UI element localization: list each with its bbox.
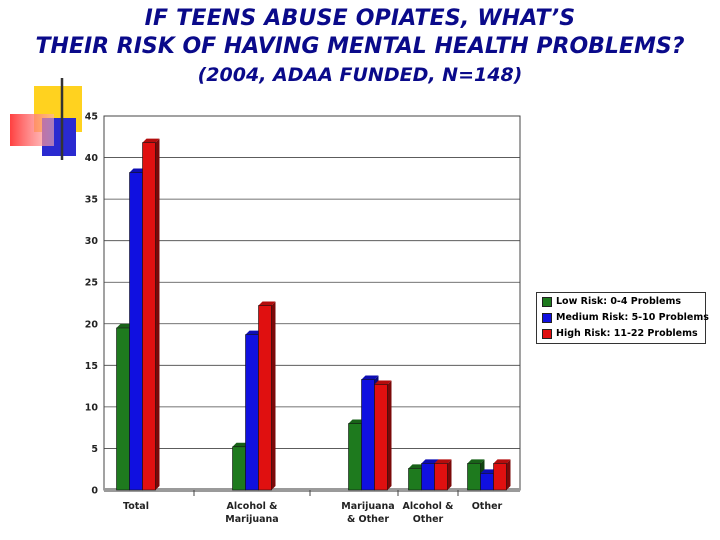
bar-top (467, 459, 485, 464)
y-tick-label: 10 (85, 402, 99, 413)
x-category-label: Marijuana (225, 514, 278, 525)
bar-top (493, 459, 511, 464)
legend-label-low: Low Risk: 0-4 Problems (556, 296, 682, 307)
bar (467, 463, 481, 491)
bar-top (142, 138, 160, 143)
bar-side (447, 459, 452, 490)
bar-top (361, 375, 379, 380)
x-category-label: Alcohol & (403, 501, 454, 512)
bar-top (374, 380, 392, 385)
legend-label-medium: Medium Risk: 5-10 Problems (556, 312, 709, 323)
bar (245, 334, 259, 491)
bar-top (434, 459, 452, 464)
legend-swatch-low (542, 296, 552, 307)
x-category-label: Other (413, 514, 444, 525)
bar (374, 384, 388, 491)
deco-red-square (10, 114, 54, 146)
y-tick-label: 45 (85, 112, 98, 123)
slide-title-line-1: IF TEENS ABUSE OPIATES, WHAT’S (144, 6, 576, 31)
legend-item-medium: Medium Risk: 5-10 Problems (542, 311, 709, 325)
bar-side (387, 380, 392, 490)
bar (480, 473, 494, 491)
y-tick-label: 15 (85, 361, 98, 372)
x-category-label: Total (123, 501, 149, 512)
chart-legend: Low Risk: 0-4 Problems Medium Risk: 5-10… (536, 292, 709, 344)
bar (142, 142, 156, 491)
slide-subtitle: (2004, ADAA FUNDED, N=148) (197, 64, 523, 86)
x-category-label: & Other (347, 514, 389, 525)
bar-side (155, 138, 160, 490)
bar (408, 468, 422, 491)
bar-top (421, 459, 439, 464)
bar-top (258, 301, 276, 306)
bar (421, 463, 435, 491)
y-tick-label: 35 (85, 195, 98, 206)
bar (361, 379, 375, 491)
slide-title-line-2: THEIR RISK OF HAVING MENTAL HEALTH PROBL… (35, 34, 685, 59)
bar (129, 172, 143, 491)
y-tick-label: 0 (91, 486, 98, 497)
y-tick-label: 5 (91, 444, 98, 455)
y-tick-label: 20 (85, 319, 99, 330)
legend-swatch-medium (542, 312, 552, 323)
legend-swatch-high (542, 328, 552, 339)
bar (348, 423, 362, 491)
x-axis-floor (104, 488, 520, 492)
legend-label-high: High Risk: 11-22 Problems (556, 328, 698, 339)
bar (493, 463, 507, 491)
bar-side (506, 459, 511, 490)
bar (232, 446, 246, 491)
legend-item-high: High Risk: 11-22 Problems (542, 327, 698, 341)
plot-area (103, 115, 521, 491)
bar (116, 327, 130, 491)
bar-side (271, 301, 276, 490)
x-category-label: Other (472, 501, 503, 512)
y-tick-label: 40 (85, 153, 99, 164)
x-category-label: Alcohol & (227, 501, 278, 512)
y-tick-label: 30 (85, 236, 99, 247)
legend-item-low: Low Risk: 0-4 Problems (542, 295, 681, 309)
y-tick-label: 25 (85, 278, 98, 289)
bar (258, 305, 272, 491)
bar (434, 463, 448, 491)
x-category-label: Marijuana (341, 501, 394, 512)
